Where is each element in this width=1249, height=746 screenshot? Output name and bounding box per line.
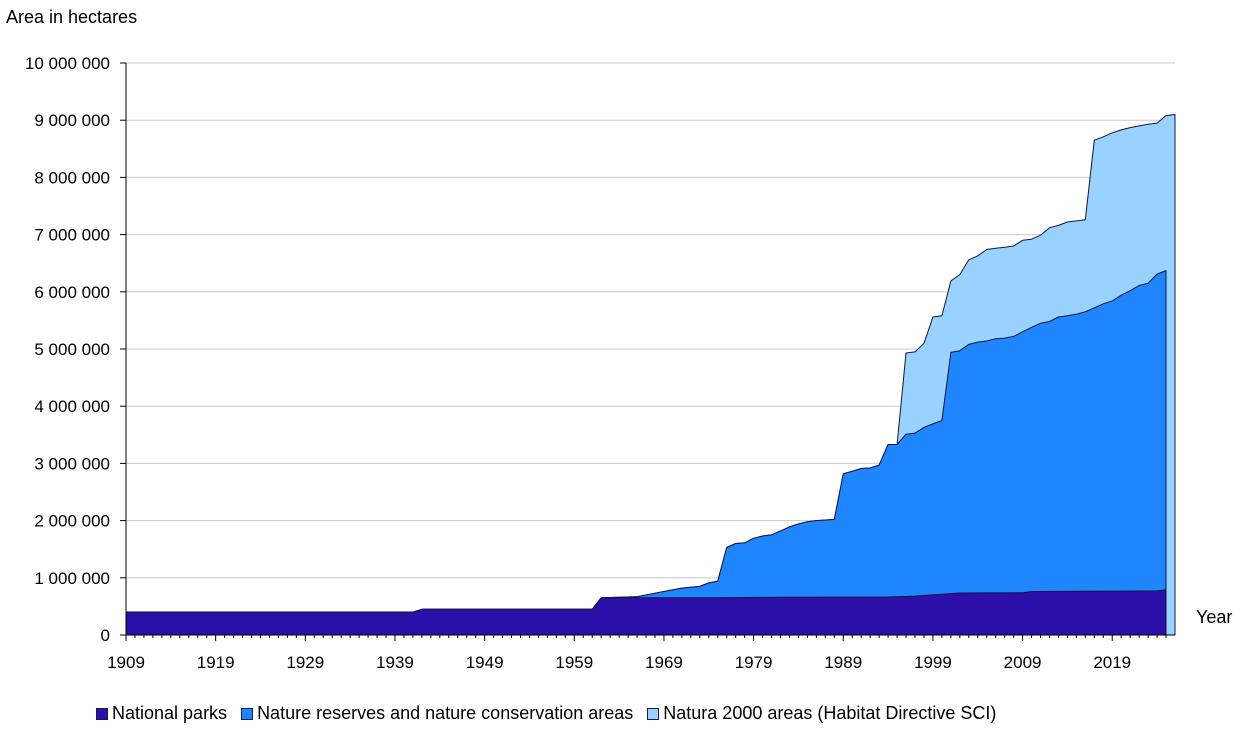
axes — [120, 62, 1175, 641]
legend-swatch-nature-reserves — [241, 707, 254, 720]
x-tick-label: 1929 — [286, 653, 324, 672]
x-tick-label: 1939 — [376, 653, 414, 672]
y-tick-label: 6 000 000 — [34, 283, 110, 302]
x-tick-label: 1909 — [107, 653, 145, 672]
legend: National parks Nature reserves and natur… — [96, 703, 1010, 724]
legend-label-natura-2000: Natura 2000 areas (Habitat Directive SCI… — [663, 703, 997, 723]
x-tick-label: 1999 — [914, 653, 952, 672]
y-tick-label: 4 000 000 — [34, 397, 110, 416]
y-tick-label: 7 000 000 — [34, 226, 110, 245]
area-nature-reserves-and-nature-conservation-areas — [125, 270, 1167, 636]
legend-item-nature-reserves: Nature reserves and nature conservation … — [241, 703, 633, 724]
legend-swatch-national-parks — [96, 707, 108, 720]
y-tick-label: 5 000 000 — [34, 340, 110, 359]
x-axis-tick-labels: 1909 1919 1929 1939 1949 1959 1969 1979 1989 1999… — [107, 653, 1131, 672]
x-tick-label: 1969 — [645, 653, 683, 672]
y-tick-label: 1 000 000 — [34, 569, 110, 588]
x-tick-label: 2019 — [1093, 653, 1131, 672]
x-tick-label: 1959 — [555, 653, 593, 672]
y-tick-label: 8 000 000 — [34, 168, 110, 187]
area-series — [125, 114, 1176, 636]
legend-swatch-natura-2000 — [647, 707, 660, 720]
x-tick-label: 1979 — [735, 653, 773, 672]
y-axis-title: Area in hectares — [6, 7, 137, 27]
y-tick-label: 9 000 000 — [34, 111, 110, 130]
legend-item-natura-2000: Natura 2000 areas (Habitat Directive SCI… — [647, 703, 996, 724]
y-tick-label: 10 000 000 — [25, 54, 110, 73]
area-national-parks — [125, 589, 1167, 636]
x-tick-label: 2009 — [1004, 653, 1042, 672]
x-tick-label: 1919 — [197, 653, 235, 672]
legend-item-national-parks: National parks — [96, 703, 227, 724]
x-tick-label: 1949 — [466, 653, 504, 672]
y-tick-label: 3 000 000 — [34, 454, 110, 473]
y-tick-label: 0 — [101, 626, 110, 645]
gridlines — [126, 62, 1175, 579]
legend-label-national-parks: National parks — [112, 703, 228, 723]
legend-label-nature-reserves: Nature reserves and nature conservation … — [257, 703, 634, 723]
x-tick-label: 1989 — [824, 653, 862, 672]
x-axis-title: Year — [1196, 607, 1232, 627]
y-tick-label: 2 000 000 — [34, 512, 110, 531]
y-axis-tick-labels: 0 1 000 000 2 000 000 3 000 000 4 000 000 5 0… — [25, 54, 110, 645]
